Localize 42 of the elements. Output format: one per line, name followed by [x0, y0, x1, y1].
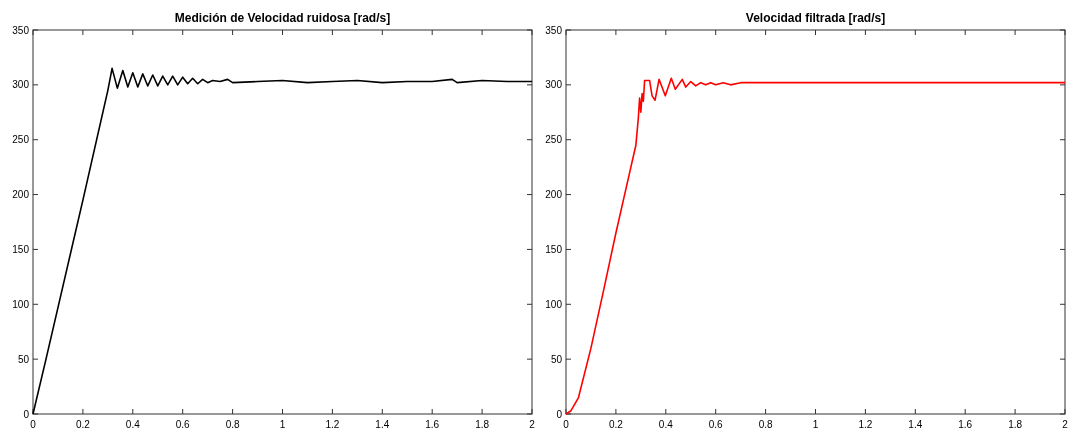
x-tick-label: 1.8: [1008, 419, 1023, 430]
y-tick-label: 50: [550, 353, 563, 365]
x-tick-label: 0.2: [608, 419, 624, 430]
x-tick-label: 0.6: [708, 419, 724, 430]
y-tick-label: 350: [12, 24, 30, 36]
x-tick-label: 0.6: [175, 419, 191, 430]
y-tick-label: 150: [12, 243, 30, 255]
x-tick-label: 0: [563, 419, 570, 430]
x-tick-label: 0.4: [125, 419, 141, 430]
x-tick-label: 1: [279, 419, 286, 430]
x-tick-label: 0.2: [75, 419, 91, 430]
y-tick-label: 250: [545, 134, 563, 146]
y-tick-label: 150: [545, 243, 563, 255]
x-tick-label: 1.6: [958, 419, 973, 430]
y-tick-label: 50: [17, 353, 30, 365]
x-tick-label: 0.8: [225, 419, 240, 430]
x-tick-label: 1.8: [475, 419, 490, 430]
x-tick-label: 0.8: [758, 419, 773, 430]
x-tick-label: 2: [1062, 419, 1068, 430]
x-tick-label: 1.4: [375, 419, 390, 430]
y-tick-label: 200: [12, 189, 30, 201]
y-tick-label: 0: [23, 408, 30, 420]
y-tick-label: 100: [12, 298, 30, 310]
y-tick-label: 0: [556, 408, 563, 420]
y-tick-label: 200: [545, 189, 563, 201]
chart-title: Velocidad filtrada [rad/s]: [745, 11, 886, 25]
x-tick-label: 1.6: [425, 419, 440, 430]
x-tick-label: 1.4: [908, 419, 923, 430]
line-series: [32, 67, 533, 415]
y-tick-label: 250: [12, 134, 30, 146]
x-tick-label: 0.4: [658, 419, 674, 430]
x-tick-label: 0: [30, 419, 37, 430]
chart-title: Medición de Velocidad ruidosa [rad/s]: [174, 11, 391, 25]
y-tick-label: 300: [545, 79, 563, 91]
line-series: [565, 77, 1066, 415]
y-tick-label: 350: [545, 24, 563, 36]
x-tick-label: 2: [529, 419, 536, 430]
y-tick-label: 300: [12, 79, 30, 91]
x-tick-label: 1.2: [325, 419, 340, 430]
x-tick-label: 1.2: [858, 419, 873, 430]
x-tick-label: 1: [812, 419, 819, 430]
y-tick-label: 100: [545, 298, 563, 310]
